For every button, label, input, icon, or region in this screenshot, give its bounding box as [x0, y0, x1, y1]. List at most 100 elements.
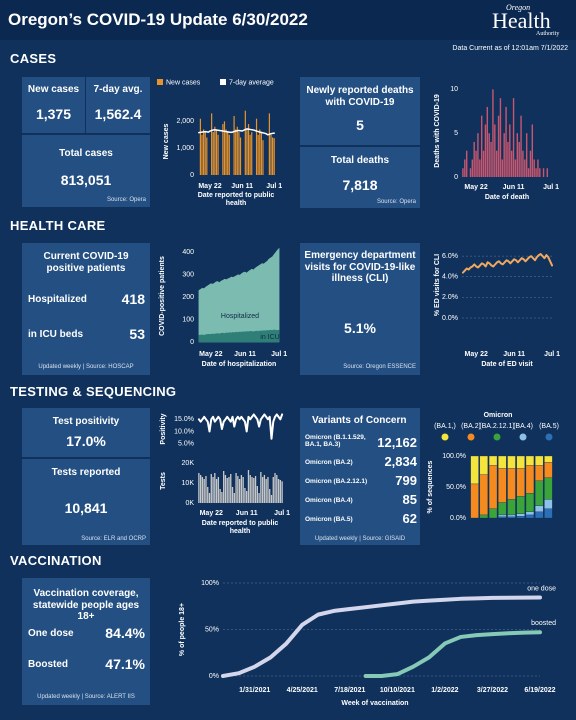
- bar-segment: [507, 514, 516, 517]
- bar-segment: [544, 499, 553, 509]
- x-tick-label: Jul 1: [543, 184, 559, 191]
- bar: [228, 134, 230, 175]
- bar: [231, 487, 234, 503]
- variant-count: 85: [402, 492, 417, 507]
- x-tick-label: Jul 1: [274, 510, 290, 517]
- bar: [208, 493, 211, 503]
- bar-segment: [525, 493, 535, 512]
- variant-name: Omicron (BA.4): [305, 497, 353, 504]
- tile-source: Updated weekly | Source: GISAID: [314, 536, 406, 542]
- row-value: 418: [121, 291, 145, 307]
- variant-name: Omicron (BA.2): [305, 459, 353, 466]
- bar: [533, 159, 535, 177]
- y-tick-label: 100: [182, 316, 194, 323]
- bar: [223, 121, 226, 175]
- header-bar: [0, 0, 576, 40]
- bar: [260, 132, 262, 175]
- y-axis-label: COVID-positive patients: [159, 256, 166, 336]
- bar-segment: [507, 499, 516, 516]
- bar: [542, 168, 545, 177]
- bar: [236, 126, 238, 175]
- x-tick-label: May 22: [464, 184, 487, 191]
- bar: [203, 129, 205, 175]
- bar: [242, 477, 244, 503]
- panel: [86, 77, 150, 133]
- y-tick-label: 0K: [185, 500, 194, 507]
- bar: [277, 479, 280, 503]
- x-tick-label: Jul 1: [544, 351, 560, 358]
- bar: [219, 489, 221, 503]
- bar: [253, 478, 255, 503]
- bar: [495, 150, 498, 177]
- bar: [488, 133, 490, 177]
- bar: [509, 124, 511, 177]
- bar: [272, 477, 274, 503]
- y-axis-label: % of people 18+: [179, 603, 186, 656]
- legend-label: (BA.5): [539, 423, 559, 430]
- bar: [246, 491, 248, 503]
- bar: [479, 159, 481, 177]
- bar-segment: [516, 455, 525, 469]
- bar: [514, 159, 517, 177]
- bar: [505, 106, 507, 177]
- bar: [477, 133, 479, 177]
- y-tick-label: 5: [454, 130, 458, 137]
- tile-source: Updated weekly | Source: HOSCAP: [38, 364, 134, 370]
- legend-swatch: [493, 433, 501, 441]
- bar: [462, 168, 464, 177]
- bar-segment: [507, 468, 516, 500]
- series-label: in ICU: [260, 334, 279, 341]
- legend-swatch: [467, 433, 475, 441]
- tile-value: 5: [356, 117, 364, 133]
- x-tick-label: 1/2/2022: [431, 687, 458, 694]
- bar: [235, 129, 237, 175]
- bar: [214, 126, 216, 175]
- panels: [22, 77, 420, 705]
- x-tick-label: Jun 11: [234, 351, 256, 358]
- tile-value: 5.1%: [344, 320, 376, 336]
- bar: [211, 113, 213, 175]
- bar: [516, 133, 519, 177]
- x-axis-label: Date of hospitalization: [201, 361, 277, 368]
- bar: [469, 168, 472, 177]
- bar: [246, 129, 248, 175]
- y-tick-label: 20K: [182, 460, 195, 467]
- bar: [507, 141, 509, 177]
- bar: [270, 134, 272, 175]
- bar: [269, 489, 271, 503]
- bar: [201, 134, 203, 175]
- bar-segment: [544, 462, 553, 478]
- bar: [256, 486, 258, 503]
- bar: [273, 138, 275, 175]
- bar-segment: [525, 514, 535, 519]
- row-label: Boosted: [28, 659, 68, 670]
- bar: [512, 98, 515, 177]
- bar-segment: [479, 514, 488, 519]
- bar: [249, 134, 251, 175]
- y-tick-label: 0.0%: [450, 515, 466, 522]
- y-axis-label: Deaths with COVID-19: [434, 94, 441, 168]
- y-tick-label: 0: [454, 174, 458, 181]
- tile-label: Current COVID-19 positive patients: [43, 251, 129, 274]
- bar-segment: [498, 468, 507, 503]
- row-label: Hospitalized: [28, 294, 87, 305]
- bar: [259, 129, 261, 175]
- bar: [260, 472, 262, 503]
- bar: [227, 132, 229, 175]
- y-tick-label: 0.0%: [442, 315, 458, 322]
- bar: [499, 98, 502, 177]
- tile-label: Total cases: [59, 148, 113, 159]
- bar: [238, 132, 240, 175]
- bar: [262, 140, 264, 175]
- bar: [546, 168, 549, 177]
- bar: [247, 470, 250, 503]
- bar: [233, 116, 235, 175]
- page-title: Oregon’s COVID-19 Update 6/30/2022: [8, 10, 308, 29]
- bar-segment: [507, 455, 516, 469]
- bar-segment: [544, 477, 553, 500]
- bar: [223, 471, 225, 503]
- bar: [525, 133, 528, 177]
- variant-count: 799: [395, 473, 417, 488]
- bar: [520, 115, 522, 177]
- bar-segment: [498, 502, 507, 516]
